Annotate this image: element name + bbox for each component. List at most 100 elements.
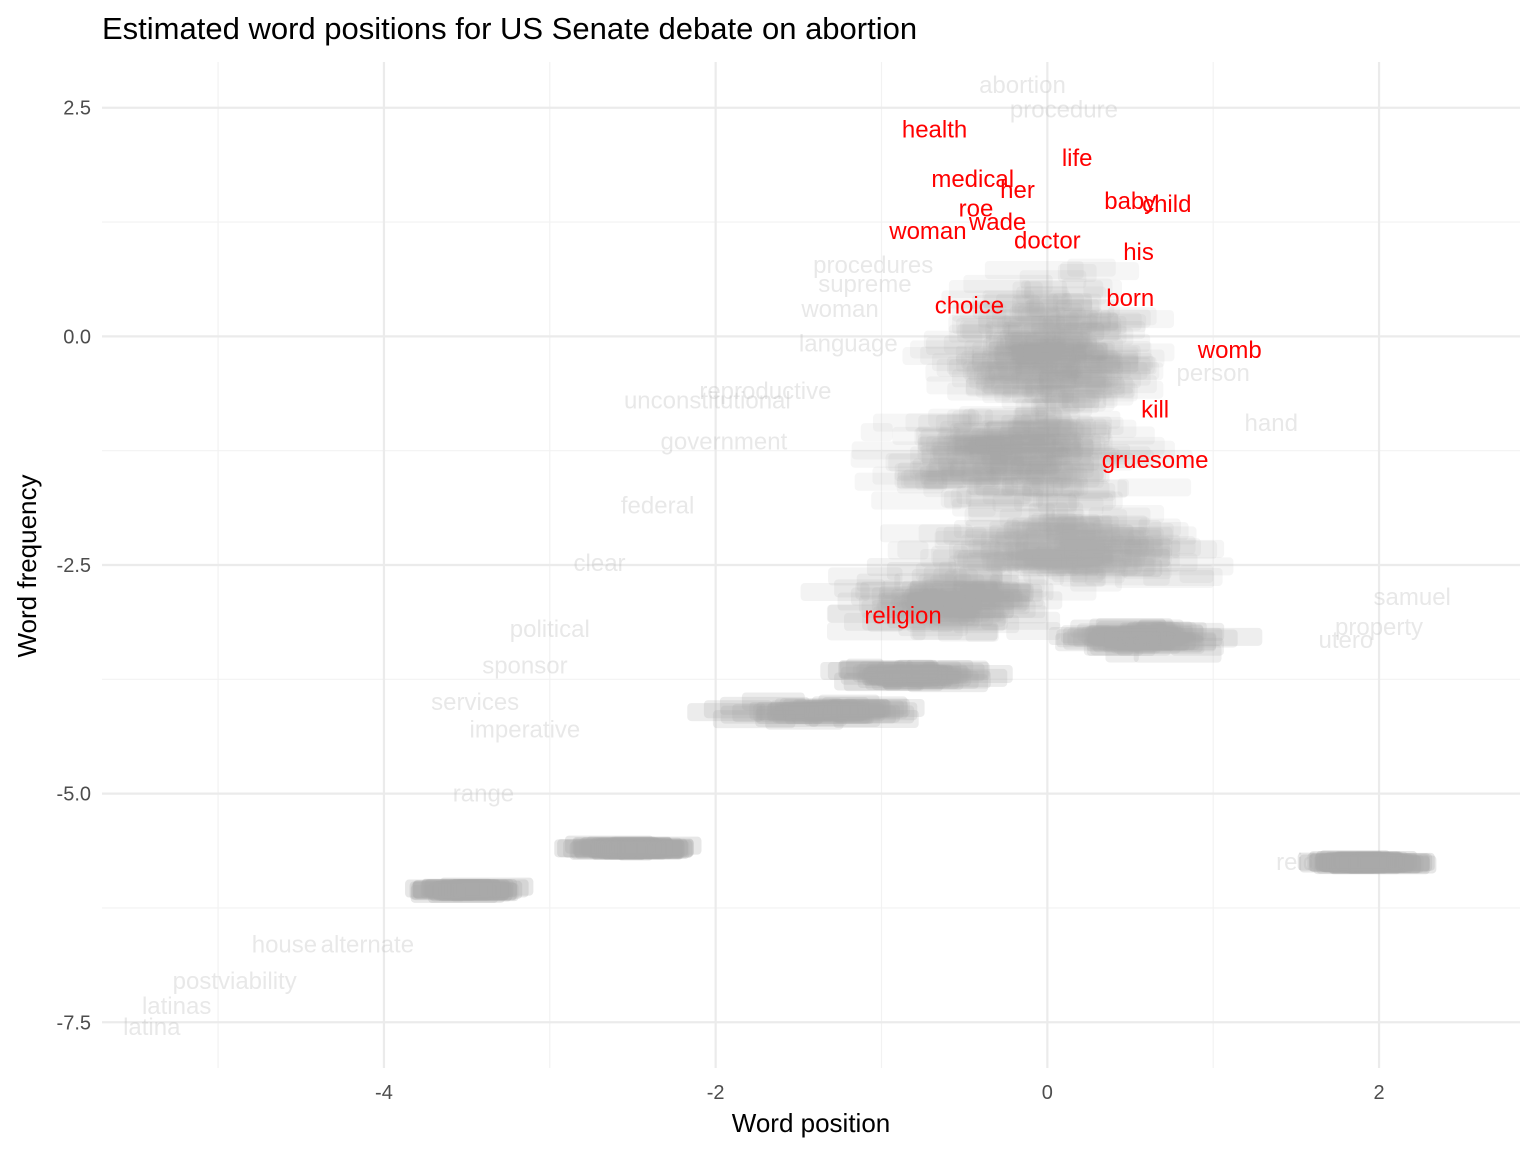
overplotted-word-mark	[938, 427, 993, 446]
overplotted-word-mark	[919, 435, 1003, 454]
overplotted-word-mark	[1021, 280, 1104, 299]
overplotted-word-mark	[1146, 631, 1200, 650]
overplotted-word-mark	[999, 427, 1093, 446]
overplotted-word-mark	[827, 604, 883, 623]
overplotted-word-mark	[1063, 516, 1150, 535]
overplotted-word-mark	[975, 478, 1044, 497]
overplotted-word-mark	[1040, 338, 1100, 357]
overplotted-word-mark	[600, 840, 690, 859]
highlight-word-label: child	[1142, 191, 1191, 218]
overplotted-word-mark	[1039, 335, 1088, 354]
overplotted-word-mark	[1021, 379, 1058, 398]
overplotted-word-mark	[1098, 526, 1147, 545]
background-word-label: woman	[800, 296, 878, 323]
overplotted-word-mark	[1013, 417, 1074, 436]
overplotted-word-mark	[596, 839, 685, 858]
overplotted-word-mark	[917, 436, 1015, 455]
overplotted-word-mark	[1053, 515, 1104, 534]
background-word-label: latinas	[142, 993, 211, 1020]
overplotted-word-mark	[820, 661, 901, 680]
overplotted-word-mark	[935, 660, 989, 679]
overplotted-word-mark	[1059, 529, 1100, 548]
x-tick-label: -4	[375, 1082, 393, 1104]
overplotted-word-mark	[618, 839, 667, 858]
overplotted-word-mark	[1350, 853, 1396, 872]
overplotted-word-mark	[1085, 380, 1164, 399]
overplotted-word-mark	[989, 452, 1063, 471]
overplotted-word-mark	[1049, 395, 1100, 414]
overplotted-word-mark	[904, 588, 965, 607]
overplotted-word-mark	[885, 666, 940, 685]
overplotted-word-mark	[1005, 540, 1046, 559]
overplotted-word-mark	[1003, 542, 1052, 561]
overplotted-word-mark	[450, 883, 512, 902]
overplotted-word-mark	[940, 489, 972, 508]
overplotted-word-mark	[1022, 518, 1088, 537]
overplotted-word-mark	[1059, 568, 1107, 587]
overplotted-word-mark	[1125, 627, 1184, 646]
overplotted-word-mark	[985, 554, 1020, 573]
overplotted-word-mark	[1339, 854, 1407, 873]
overplotted-word-mark	[632, 840, 664, 859]
overplotted-word-mark	[1329, 854, 1408, 873]
background-word-label: federal	[621, 493, 694, 520]
overplotted-word-mark	[1057, 542, 1113, 561]
overplotted-word-mark	[435, 882, 485, 901]
overplotted-word-mark	[775, 705, 870, 724]
overplotted-word-mark	[877, 662, 939, 681]
overplotted-word-mark	[855, 581, 934, 600]
overplotted-word-mark	[1047, 532, 1135, 551]
overplotted-word-mark	[897, 540, 992, 559]
overplotted-word-mark	[975, 379, 1034, 398]
overplotted-word-mark	[1093, 419, 1137, 438]
overplotted-word-mark	[1011, 346, 1071, 365]
overplotted-word-mark	[1049, 469, 1100, 488]
overplotted-word-mark	[1129, 629, 1171, 648]
overplotted-word-mark	[1029, 530, 1114, 549]
overplotted-word-mark	[1025, 466, 1078, 485]
overplotted-word-mark	[1299, 854, 1395, 873]
overplotted-word-mark	[1029, 298, 1120, 317]
overplotted-word-mark	[1016, 348, 1055, 367]
overplotted-word-mark	[1138, 536, 1196, 555]
overplotted-word-mark	[1057, 328, 1091, 347]
overplotted-word-mark	[1023, 335, 1081, 354]
overplotted-word-mark	[1117, 361, 1160, 380]
overplotted-word-mark	[1061, 539, 1142, 558]
overplotted-word-mark	[919, 663, 985, 682]
overplotted-word-mark	[962, 430, 1040, 449]
overplotted-word-mark	[981, 447, 1072, 466]
overplotted-word-mark	[951, 303, 1007, 322]
overplotted-word-mark	[969, 370, 1070, 389]
overplotted-word-mark	[947, 382, 1012, 401]
overplotted-word-mark	[828, 567, 903, 586]
overplotted-word-mark	[956, 486, 1031, 505]
overplotted-word-mark	[920, 445, 1018, 464]
overplotted-word-mark	[864, 667, 954, 686]
overplotted-word-mark	[1025, 380, 1112, 399]
overplotted-word-mark	[1108, 539, 1150, 558]
overplotted-word-mark	[933, 445, 989, 464]
overplotted-word-mark	[1021, 478, 1082, 497]
overplotted-word-mark	[968, 346, 1067, 365]
overplotted-word-mark	[838, 660, 913, 679]
overplotted-word-mark	[923, 479, 1014, 498]
overplotted-word-mark	[953, 582, 1031, 601]
overplotted-word-mark	[963, 591, 1063, 610]
overplotted-word-mark	[441, 881, 507, 900]
overplotted-word-mark	[869, 667, 929, 686]
overplotted-word-mark	[1035, 393, 1115, 412]
overplotted-word-mark	[971, 348, 1039, 367]
overplotted-word-mark	[877, 593, 944, 612]
overplotted-word-mark	[1029, 344, 1088, 363]
overplotted-word-mark	[596, 838, 673, 857]
overplotted-word-mark	[581, 838, 625, 857]
overplotted-word-mark	[1059, 376, 1133, 395]
background-word-label: unconstitutional	[624, 387, 791, 414]
overplotted-word-mark	[961, 448, 1054, 467]
overplotted-word-mark	[946, 445, 1024, 464]
overplotted-word-mark	[990, 444, 1082, 463]
overplotted-word-mark	[1075, 535, 1125, 554]
overplotted-word-mark	[952, 446, 1008, 465]
overplotted-word-mark	[1133, 635, 1181, 654]
